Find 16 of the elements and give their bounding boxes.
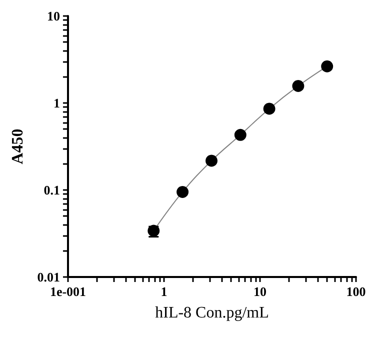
point [206,154,218,167]
point [176,186,189,198]
x-tick-label: 100 [346,284,366,299]
x-tick-label: 1e-001 [50,284,86,299]
point [321,60,334,72]
y-tick-label: 10 [47,8,60,24]
y-tick-label: 1 [54,96,60,110]
point [292,80,304,92]
y-tick-label: 0.01 [37,270,60,284]
x-tick-label: 10 [254,284,266,299]
y-tick-label: 0.1 [44,182,60,198]
x-tick-label: 1 [160,284,168,299]
point [234,128,246,141]
point [263,102,276,115]
y-axis-title: A450 [10,128,26,164]
x-axis-title: hIL-8 Con.pg/mL [155,304,269,322]
